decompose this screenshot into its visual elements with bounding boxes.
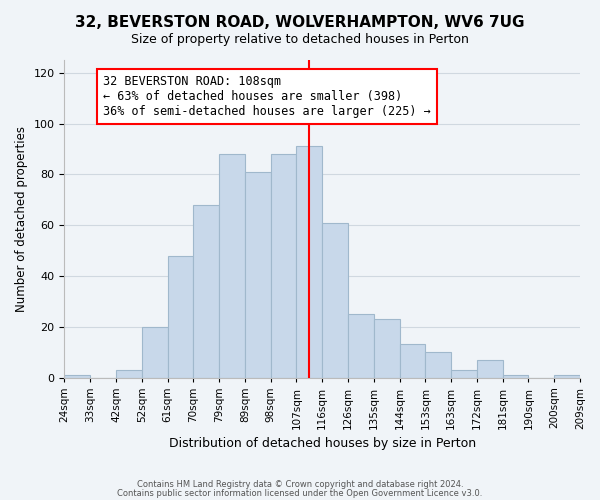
Text: Size of property relative to detached houses in Perton: Size of property relative to detached ho… (131, 32, 469, 46)
Bar (219, 154, 245, 378)
Bar (477, 360, 503, 378)
Bar (322, 222, 348, 378)
Bar (503, 375, 529, 378)
Text: Contains public sector information licensed under the Open Government Licence v3: Contains public sector information licen… (118, 488, 482, 498)
Bar (554, 375, 580, 378)
Text: 32 BEVERSTON ROAD: 108sqm
← 63% of detached houses are smaller (398)
36% of semi: 32 BEVERSTON ROAD: 108sqm ← 63% of detac… (103, 75, 431, 118)
Bar (116, 370, 142, 378)
Bar (64, 375, 90, 378)
Bar (167, 256, 193, 378)
Text: 32, BEVERSTON ROAD, WOLVERHAMPTON, WV6 7UG: 32, BEVERSTON ROAD, WOLVERHAMPTON, WV6 7… (75, 15, 525, 30)
Bar (271, 154, 296, 378)
Bar (400, 344, 425, 378)
Bar (348, 314, 374, 378)
Bar (374, 319, 400, 378)
Bar (193, 205, 219, 378)
Bar (425, 352, 451, 378)
Bar (451, 370, 477, 378)
X-axis label: Distribution of detached houses by size in Perton: Distribution of detached houses by size … (169, 437, 476, 450)
Text: Contains HM Land Registry data © Crown copyright and database right 2024.: Contains HM Land Registry data © Crown c… (137, 480, 463, 489)
Y-axis label: Number of detached properties: Number of detached properties (15, 126, 28, 312)
Bar (142, 326, 167, 378)
Bar (245, 172, 271, 378)
Bar (296, 146, 322, 378)
